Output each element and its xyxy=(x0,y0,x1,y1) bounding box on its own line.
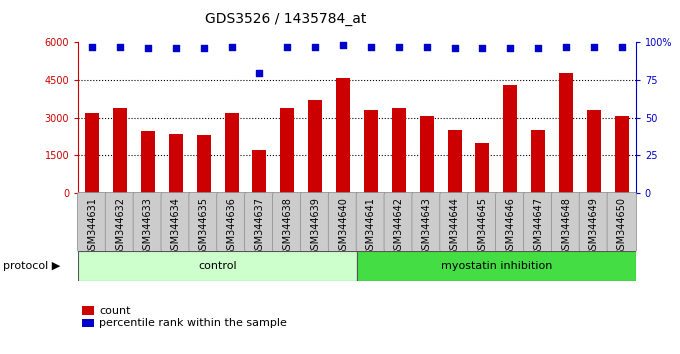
Point xyxy=(282,44,292,50)
Point xyxy=(477,46,488,51)
Point xyxy=(87,44,98,50)
FancyBboxPatch shape xyxy=(105,193,135,252)
FancyBboxPatch shape xyxy=(245,193,274,252)
FancyBboxPatch shape xyxy=(579,193,609,252)
Text: GSM344631: GSM344631 xyxy=(87,197,97,256)
Point xyxy=(114,44,126,50)
Point xyxy=(366,44,377,50)
Point xyxy=(616,44,627,50)
Bar xyxy=(615,116,629,193)
Bar xyxy=(357,251,636,281)
Point xyxy=(505,46,516,51)
Point xyxy=(310,44,321,50)
Bar xyxy=(503,85,517,193)
Text: GSM344643: GSM344643 xyxy=(422,197,432,256)
Text: GSM344650: GSM344650 xyxy=(617,197,627,256)
Point xyxy=(199,46,209,51)
Point xyxy=(393,44,404,50)
Bar xyxy=(336,78,350,193)
Text: myostatin inhibition: myostatin inhibition xyxy=(441,261,552,272)
Text: GSM344637: GSM344637 xyxy=(254,197,265,256)
Bar xyxy=(169,134,183,193)
Text: count: count xyxy=(99,306,131,316)
Text: GSM344642: GSM344642 xyxy=(394,197,404,256)
Point xyxy=(449,46,460,51)
Point xyxy=(422,44,432,50)
FancyBboxPatch shape xyxy=(273,193,302,252)
Text: GSM344647: GSM344647 xyxy=(533,197,543,256)
FancyBboxPatch shape xyxy=(133,193,163,252)
Bar xyxy=(197,135,211,193)
Bar xyxy=(475,143,490,193)
Bar xyxy=(141,131,155,193)
FancyBboxPatch shape xyxy=(468,193,497,252)
Text: GSM344644: GSM344644 xyxy=(449,197,460,256)
Text: GSM344649: GSM344649 xyxy=(589,197,599,256)
Text: GSM344640: GSM344640 xyxy=(338,197,348,256)
FancyBboxPatch shape xyxy=(78,193,107,252)
Point xyxy=(337,43,348,48)
Bar xyxy=(531,130,545,193)
FancyBboxPatch shape xyxy=(356,193,386,252)
FancyBboxPatch shape xyxy=(301,193,330,252)
Point xyxy=(589,44,600,50)
FancyBboxPatch shape xyxy=(496,193,525,252)
Text: GSM344634: GSM344634 xyxy=(171,197,181,256)
Bar xyxy=(280,108,294,193)
Text: percentile rank within the sample: percentile rank within the sample xyxy=(99,318,287,328)
Bar xyxy=(447,130,462,193)
Text: GSM344635: GSM344635 xyxy=(199,197,209,256)
FancyBboxPatch shape xyxy=(551,193,581,252)
Bar xyxy=(78,251,357,281)
Point xyxy=(171,46,182,51)
FancyBboxPatch shape xyxy=(524,193,553,252)
Point xyxy=(226,44,237,50)
FancyBboxPatch shape xyxy=(328,193,358,252)
FancyBboxPatch shape xyxy=(189,193,218,252)
FancyBboxPatch shape xyxy=(217,193,246,252)
Text: GSM344646: GSM344646 xyxy=(505,197,515,256)
FancyBboxPatch shape xyxy=(440,193,469,252)
Text: GSM344638: GSM344638 xyxy=(282,197,292,256)
Point xyxy=(533,46,544,51)
Bar xyxy=(308,100,322,193)
Text: GSM344641: GSM344641 xyxy=(366,197,376,256)
Bar xyxy=(364,110,378,193)
Text: protocol ▶: protocol ▶ xyxy=(3,261,61,272)
Text: GSM344639: GSM344639 xyxy=(310,197,320,256)
Text: GSM344636: GSM344636 xyxy=(226,197,237,256)
Text: GSM344632: GSM344632 xyxy=(115,197,125,256)
Bar xyxy=(224,113,239,193)
Bar xyxy=(587,110,601,193)
Bar xyxy=(392,108,406,193)
Bar xyxy=(559,73,573,193)
Text: GSM344648: GSM344648 xyxy=(561,197,571,256)
Bar xyxy=(252,150,267,193)
Text: GSM344645: GSM344645 xyxy=(477,197,488,256)
FancyBboxPatch shape xyxy=(412,193,441,252)
Bar xyxy=(85,113,99,193)
Point xyxy=(560,44,571,50)
Text: GSM344633: GSM344633 xyxy=(143,197,153,256)
Bar xyxy=(420,116,434,193)
Text: GDS3526 / 1435784_at: GDS3526 / 1435784_at xyxy=(205,12,367,27)
Point xyxy=(143,46,154,51)
FancyBboxPatch shape xyxy=(607,193,636,252)
FancyBboxPatch shape xyxy=(161,193,190,252)
Text: control: control xyxy=(199,261,237,272)
FancyBboxPatch shape xyxy=(384,193,413,252)
Point xyxy=(254,70,265,75)
Bar xyxy=(113,108,127,193)
